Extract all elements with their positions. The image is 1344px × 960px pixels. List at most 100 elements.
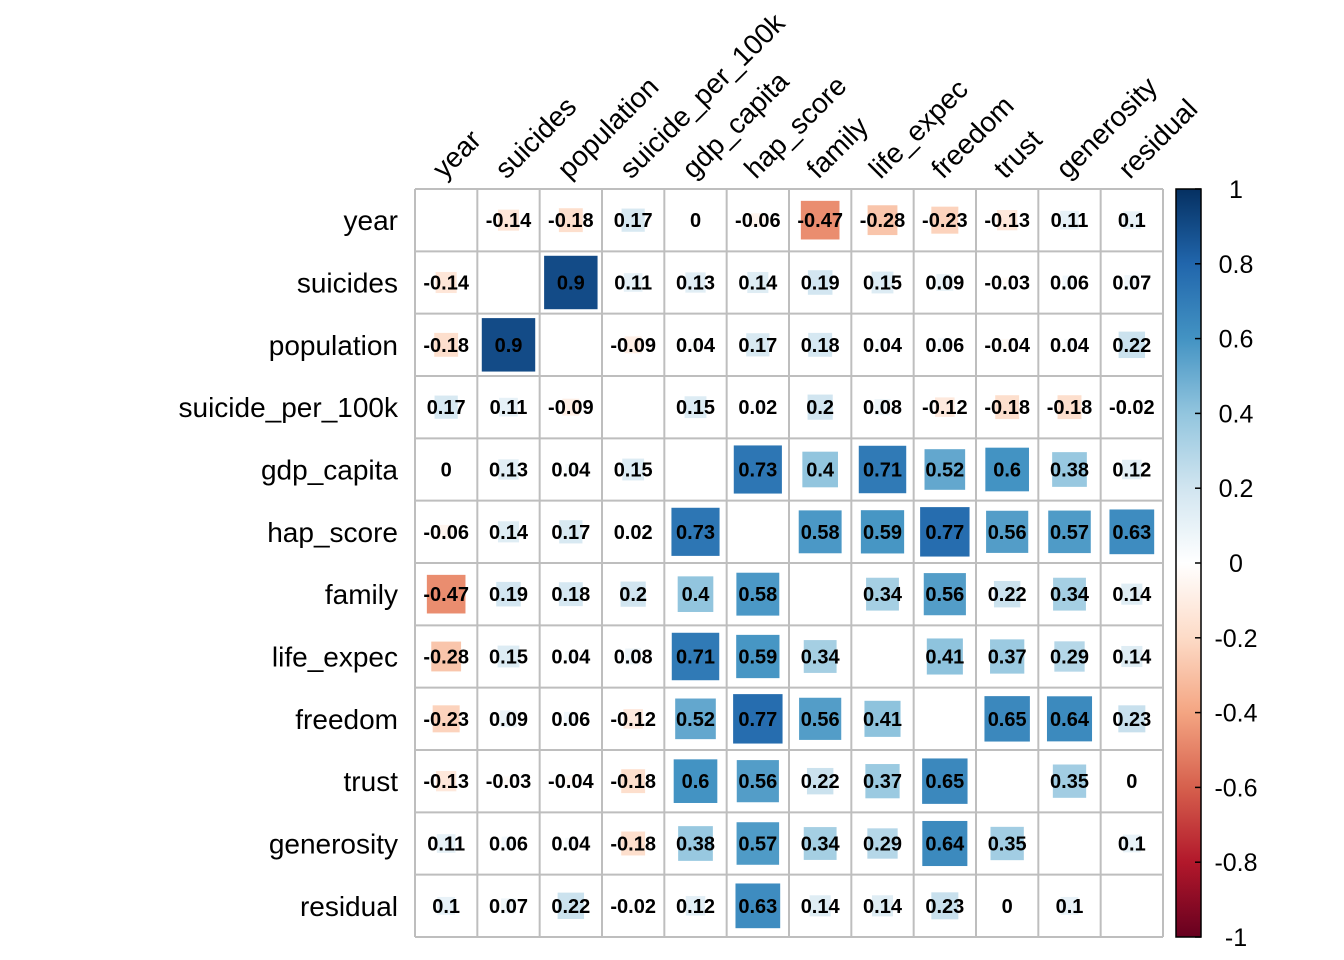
corr-value-label: 0.04 xyxy=(676,335,716,357)
colorbar-tick-label: 0 xyxy=(1229,550,1243,578)
corr-value-label: 0.29 xyxy=(863,834,902,856)
corr-value-label: 0.04 xyxy=(1050,335,1090,357)
corr-value-label: -0.03 xyxy=(486,771,532,793)
corr-value-label: -0.04 xyxy=(984,335,1030,357)
corr-cell-trust-life_expec xyxy=(865,764,900,799)
corr-value-label: 0.65 xyxy=(925,771,964,793)
corr-cell-suicides-life_expec xyxy=(871,271,894,294)
corr-cell-suicides-gdp_capita xyxy=(685,272,706,293)
corr-value-label: 0.1 xyxy=(1056,896,1084,918)
corr-value-label: 0.17 xyxy=(738,335,777,357)
corr-value-label: 0.4 xyxy=(806,460,835,482)
corr-cell-generosity-family xyxy=(803,827,837,860)
corr-cell-gdp_capita-hap_score xyxy=(733,445,782,494)
corr-cell-hap_score-year xyxy=(439,524,454,539)
corr-cell-hap_score-freedom xyxy=(920,507,970,557)
corr-value-label: 0.1 xyxy=(1118,834,1146,856)
corr-value-label: 0.12 xyxy=(1112,460,1151,482)
corr-value-label: -0.14 xyxy=(486,210,532,232)
corr-value-label: 0.34 xyxy=(1050,584,1090,606)
corr-cell-suicides-year xyxy=(435,271,457,294)
row-labels: year suicides population suicide_per_100kgd… xyxy=(179,205,399,922)
corr-value-label: 0.11 xyxy=(614,273,652,295)
corr-cell-residual-suicides xyxy=(501,898,516,914)
corr-cell-suicide_per_100k-life_expec xyxy=(874,399,891,416)
corr-cell-hap_score-population xyxy=(559,520,583,544)
corr-cell-family-generosity xyxy=(1053,577,1086,611)
corr-cell-generosity-trust xyxy=(990,826,1024,861)
corr-value-label: 0.64 xyxy=(925,834,965,856)
corr-value-label: -0.02 xyxy=(1109,397,1155,419)
corr-value-label: 0.73 xyxy=(676,522,715,544)
corr-cell-hap_score-family xyxy=(798,510,842,554)
corr-value-label: 0.14 xyxy=(1112,584,1152,606)
corr-value-label: 0.59 xyxy=(863,522,902,544)
corr-cell-residual-generosity xyxy=(1060,896,1079,915)
corr-value-label: -0.28 xyxy=(423,647,469,669)
col-label-year: year xyxy=(426,124,486,184)
corr-cell-suicide_per_100k-population xyxy=(562,398,580,416)
corr-cell-residual-year xyxy=(437,896,456,915)
corr-cell-year-life_expec xyxy=(867,205,898,236)
corr-value-label: 0.35 xyxy=(1050,771,1089,793)
corr-cell-generosity-year xyxy=(436,834,456,853)
corr-value-label: 0.14 xyxy=(738,273,778,295)
corr-cell-generosity-freedom xyxy=(922,820,968,867)
corr-value-label: 0.2 xyxy=(806,397,834,419)
corr-cell-gdp_capita-suicides xyxy=(498,459,519,480)
corr-value-label: 0.6 xyxy=(993,460,1021,482)
corr-cell-residual-family xyxy=(809,895,831,917)
colorbar-tick-label: -1 xyxy=(1225,924,1247,952)
corr-value-label: 0.09 xyxy=(925,273,964,295)
corr-cell-freedom-family xyxy=(799,697,842,740)
corr-value-label: 0.6 xyxy=(682,771,710,793)
corr-value-label: 0.11 xyxy=(427,834,465,856)
corr-cell-hap_score-suicide_per_100k xyxy=(629,527,638,536)
corr-value-label: 0.64 xyxy=(1050,709,1090,731)
corr-cell-life_expec-trust xyxy=(990,639,1025,674)
corr-cell-trust-suicides xyxy=(503,776,514,787)
corr-value-label: 0.18 xyxy=(801,335,840,357)
corr-cell-suicide_per_100k-suicides xyxy=(499,397,518,417)
corr-value-label: 0.17 xyxy=(551,522,590,544)
corr-value-label: 0.18 xyxy=(551,584,590,606)
corr-cell-year-population xyxy=(558,208,583,233)
corr-cell-population-year xyxy=(434,332,459,357)
corr-cell-generosity-gdp_capita xyxy=(678,826,713,861)
corr-value-label: 0.14 xyxy=(489,522,529,544)
corr-value-label: 0.06 xyxy=(1050,273,1089,295)
corr-cell-year-generosity xyxy=(1060,210,1079,230)
corr-value-label: 0.56 xyxy=(738,771,777,793)
row-label-generosity: generosity xyxy=(269,829,398,860)
corr-value-label: -0.18 xyxy=(423,335,469,357)
corr-value-label: 0 xyxy=(1126,771,1137,793)
corr-value-label: -0.18 xyxy=(610,771,656,793)
corr-value-label: 0.52 xyxy=(676,709,715,731)
corr-cell-generosity-life_expec xyxy=(867,828,898,859)
corr-value-label: 0.71 xyxy=(863,460,902,482)
column-labels: year suicidespopulationsuicide_per_100kgd… xyxy=(426,6,1203,184)
corr-value-label: 0.4 xyxy=(682,584,711,606)
corr-cell-suicide_per_100k-hap_score xyxy=(753,403,762,412)
corr-value-label: 0.58 xyxy=(738,584,777,606)
corr-value-label: -0.18 xyxy=(548,210,594,232)
corr-cell-family-residual xyxy=(1121,583,1143,605)
corr-value-label: 0.57 xyxy=(738,834,777,856)
corr-cell-freedom-suicides xyxy=(500,710,517,728)
corr-value-label: 0.1 xyxy=(432,896,460,918)
corr-value-label: 0.77 xyxy=(925,522,964,544)
corr-cell-freedom-residual xyxy=(1118,705,1146,733)
corr-cell-suicide_per_100k-gdp_capita xyxy=(684,396,707,419)
row-label-residual: residual xyxy=(300,891,398,922)
corr-cell-suicide_per_100k-year xyxy=(434,395,458,419)
corr-value-label: 0.13 xyxy=(489,460,528,482)
corr-value-label: 0.15 xyxy=(614,460,653,482)
corr-cell-hap_score-gdp_capita xyxy=(671,507,720,556)
corr-value-label: 0.13 xyxy=(676,273,715,295)
corr-value-label: 0.02 xyxy=(614,522,653,544)
corr-value-label: 0.06 xyxy=(551,709,590,731)
corr-cell-year-family xyxy=(800,200,840,240)
corr-cell-trust-family xyxy=(806,767,834,795)
corr-value-label: 0.22 xyxy=(988,584,1027,606)
corr-cell-gdp_capita-residual xyxy=(1122,459,1142,480)
